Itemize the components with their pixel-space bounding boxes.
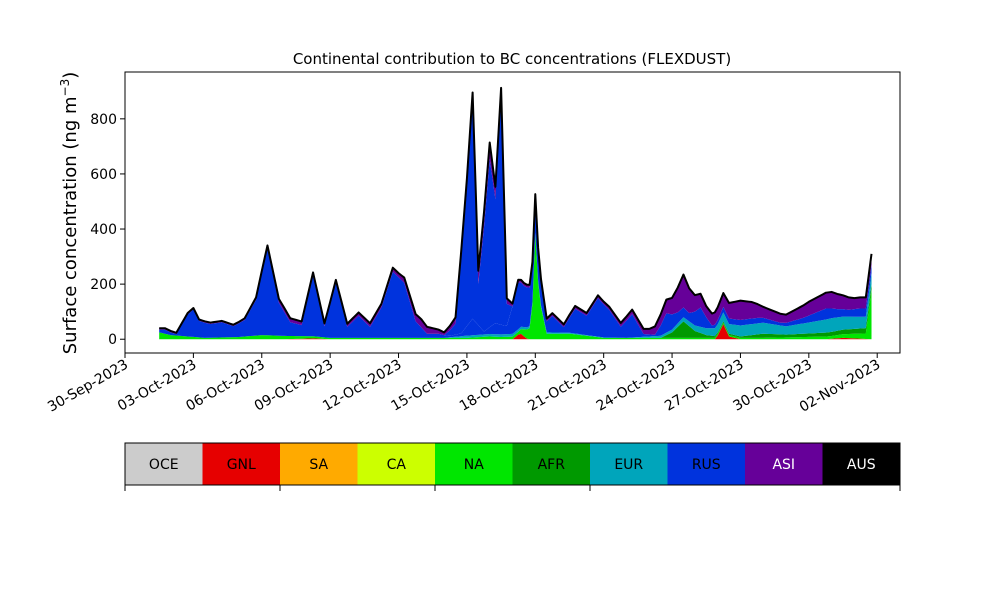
legend-swatch-aus: [822, 443, 901, 485]
legend-label-sa: SA: [309, 457, 328, 473]
plot-area: [159, 86, 873, 340]
legend-swatch-oce: [125, 443, 203, 485]
y-tick-label: 600: [90, 167, 117, 183]
legend-label-eur: EUR: [614, 457, 643, 473]
legend-colorbar: OCE GNL SA CA NA AFR EUR RUS ASI AUS: [124, 442, 901, 491]
legend-frame: [124, 442, 901, 486]
legend-swatch-gnl: [202, 443, 281, 485]
series-area-asi-6: [159, 87, 872, 336]
plot-frame: [124, 71, 901, 354]
series-area-eur-3: [159, 232, 872, 338]
legend-label-ca: CA: [387, 457, 407, 473]
legend-label-na: NA: [464, 457, 484, 473]
legend-swatch-rus: [667, 443, 746, 485]
series-area-rus-4: [159, 196, 872, 338]
y-axis-label-exponent: −3: [58, 79, 72, 97]
legend-label-aus: AUS: [847, 457, 876, 473]
legend-label-afr: AFR: [538, 457, 566, 473]
legend-swatch-asi: [745, 443, 823, 485]
total-concentration-line: [159, 86, 873, 334]
y-tick-label: 200: [90, 277, 117, 293]
legend-label-oce: OCE: [149, 457, 179, 473]
chart-title: Continental contribution to BC concentra…: [293, 50, 731, 68]
legend-swatch-eur: [590, 443, 668, 485]
y-tick-label: 0: [108, 332, 117, 348]
legend-swatch-afr: [512, 443, 591, 485]
y-tick-label: 400: [90, 222, 117, 238]
legend-label-asi: ASI: [772, 457, 795, 473]
legend-label-gnl: GNL: [227, 457, 256, 473]
legend-swatch-sa: [280, 443, 358, 485]
legend-swatch-ca: [357, 443, 436, 485]
y-axis-label: Surface concentration (ng m−3): [58, 72, 81, 355]
legend-swatch-na: [435, 443, 513, 485]
legend-label-rus: RUS: [692, 457, 721, 473]
y-tick-label: 800: [90, 112, 117, 128]
